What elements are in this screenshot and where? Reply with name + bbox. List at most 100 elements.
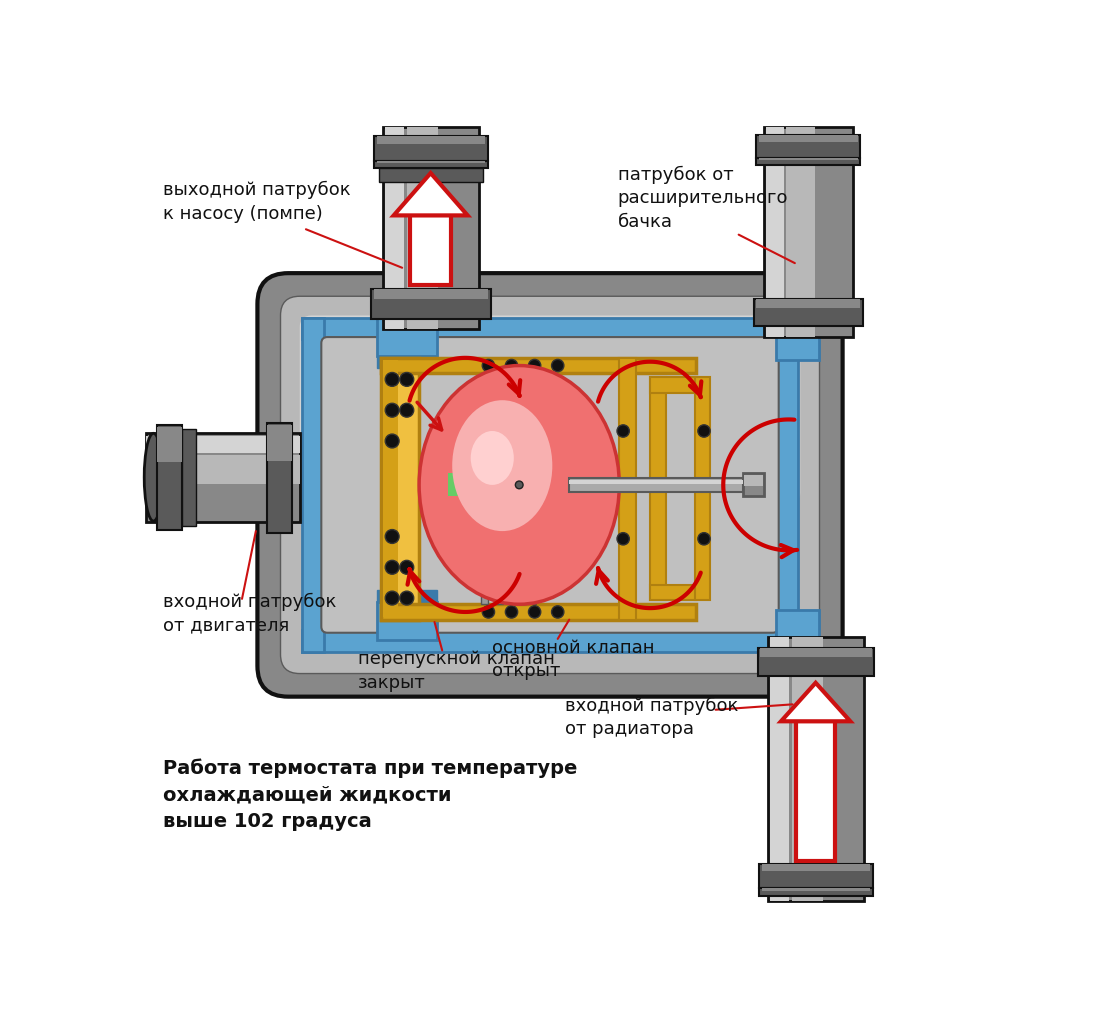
Ellipse shape <box>385 561 400 574</box>
Bar <box>759 158 858 160</box>
Text: выходной патрубок
к насосу (помпе): выходной патрубок к насосу (помпе) <box>164 180 351 222</box>
Bar <box>569 480 742 484</box>
Bar <box>374 136 487 161</box>
Bar <box>372 289 491 319</box>
Bar <box>377 357 436 368</box>
Polygon shape <box>781 683 850 722</box>
Bar <box>777 329 819 360</box>
Bar <box>650 585 697 601</box>
Ellipse shape <box>420 366 619 605</box>
Bar <box>569 478 742 492</box>
Bar <box>758 648 874 675</box>
Ellipse shape <box>385 591 400 605</box>
Bar <box>759 889 873 896</box>
Polygon shape <box>394 173 467 215</box>
Ellipse shape <box>505 360 518 372</box>
Bar <box>383 127 480 329</box>
Bar <box>508 373 514 605</box>
Bar <box>377 318 436 357</box>
Bar <box>650 377 697 393</box>
Bar <box>761 889 870 891</box>
Bar <box>267 424 292 461</box>
Bar <box>510 373 519 605</box>
Bar <box>755 298 863 326</box>
Ellipse shape <box>400 591 414 605</box>
Ellipse shape <box>385 530 400 543</box>
Bar <box>377 590 436 602</box>
Text: патрубок от
расширительного
бачка: патрубок от расширительного бачка <box>618 165 788 231</box>
Bar <box>374 161 487 168</box>
Text: входной патрубок
от радиатора: входной патрубок от радиатора <box>565 697 739 738</box>
Ellipse shape <box>400 403 414 417</box>
Bar <box>146 455 299 484</box>
Bar <box>695 377 710 601</box>
Polygon shape <box>797 722 835 861</box>
Bar <box>757 158 860 165</box>
Bar <box>377 602 436 641</box>
Bar <box>650 377 666 601</box>
Bar <box>786 127 815 337</box>
Bar <box>157 424 181 530</box>
Ellipse shape <box>452 400 552 531</box>
Bar <box>146 434 299 522</box>
FancyBboxPatch shape <box>257 273 843 697</box>
Bar <box>757 134 860 158</box>
FancyBboxPatch shape <box>322 337 779 632</box>
Ellipse shape <box>617 533 629 545</box>
Bar <box>481 373 487 605</box>
Bar <box>449 474 467 496</box>
Ellipse shape <box>482 606 494 618</box>
Bar <box>374 289 489 298</box>
Ellipse shape <box>529 606 541 618</box>
Bar <box>146 436 299 453</box>
Bar <box>519 373 526 605</box>
Bar <box>777 610 819 641</box>
Bar <box>770 637 789 901</box>
Bar <box>760 648 871 657</box>
Ellipse shape <box>515 481 523 489</box>
Bar <box>449 462 467 509</box>
Ellipse shape <box>385 403 400 417</box>
Bar <box>742 474 764 496</box>
Bar <box>381 358 420 620</box>
Bar <box>381 358 697 373</box>
Bar <box>745 475 762 486</box>
Ellipse shape <box>400 561 414 574</box>
Bar <box>302 318 798 339</box>
Ellipse shape <box>471 430 514 485</box>
Ellipse shape <box>400 372 414 386</box>
Ellipse shape <box>482 360 494 372</box>
Bar <box>526 373 536 605</box>
Ellipse shape <box>505 606 518 618</box>
Ellipse shape <box>698 533 710 545</box>
Ellipse shape <box>385 372 400 386</box>
Bar <box>267 422 292 533</box>
Bar <box>302 318 324 652</box>
Bar <box>764 127 853 337</box>
Bar <box>385 127 404 329</box>
Bar <box>768 637 864 901</box>
Text: перепускной клапан
закрыт: перепускной клапан закрыт <box>357 651 554 692</box>
Bar <box>791 637 824 901</box>
Bar <box>383 360 398 617</box>
Bar <box>406 127 439 329</box>
Bar <box>496 373 503 605</box>
FancyBboxPatch shape <box>299 316 800 504</box>
Bar <box>157 427 181 462</box>
Text: входной патрубок
от двигателя: входной патрубок от двигателя <box>164 592 337 634</box>
Bar <box>302 630 798 652</box>
Text: Работа термостата при температуре
охлаждающей жидкости
выше 102 градуса: Работа термостата при температуре охлажд… <box>164 758 578 831</box>
Bar <box>181 429 196 526</box>
Bar <box>767 127 784 337</box>
Bar <box>777 318 798 652</box>
Bar <box>381 605 697 620</box>
Bar <box>759 134 858 142</box>
Bar <box>757 298 860 308</box>
Ellipse shape <box>698 424 710 437</box>
Bar <box>380 168 483 182</box>
Ellipse shape <box>529 360 541 372</box>
Ellipse shape <box>552 606 564 618</box>
Bar <box>761 864 870 871</box>
Bar <box>377 136 485 144</box>
Ellipse shape <box>552 360 564 372</box>
